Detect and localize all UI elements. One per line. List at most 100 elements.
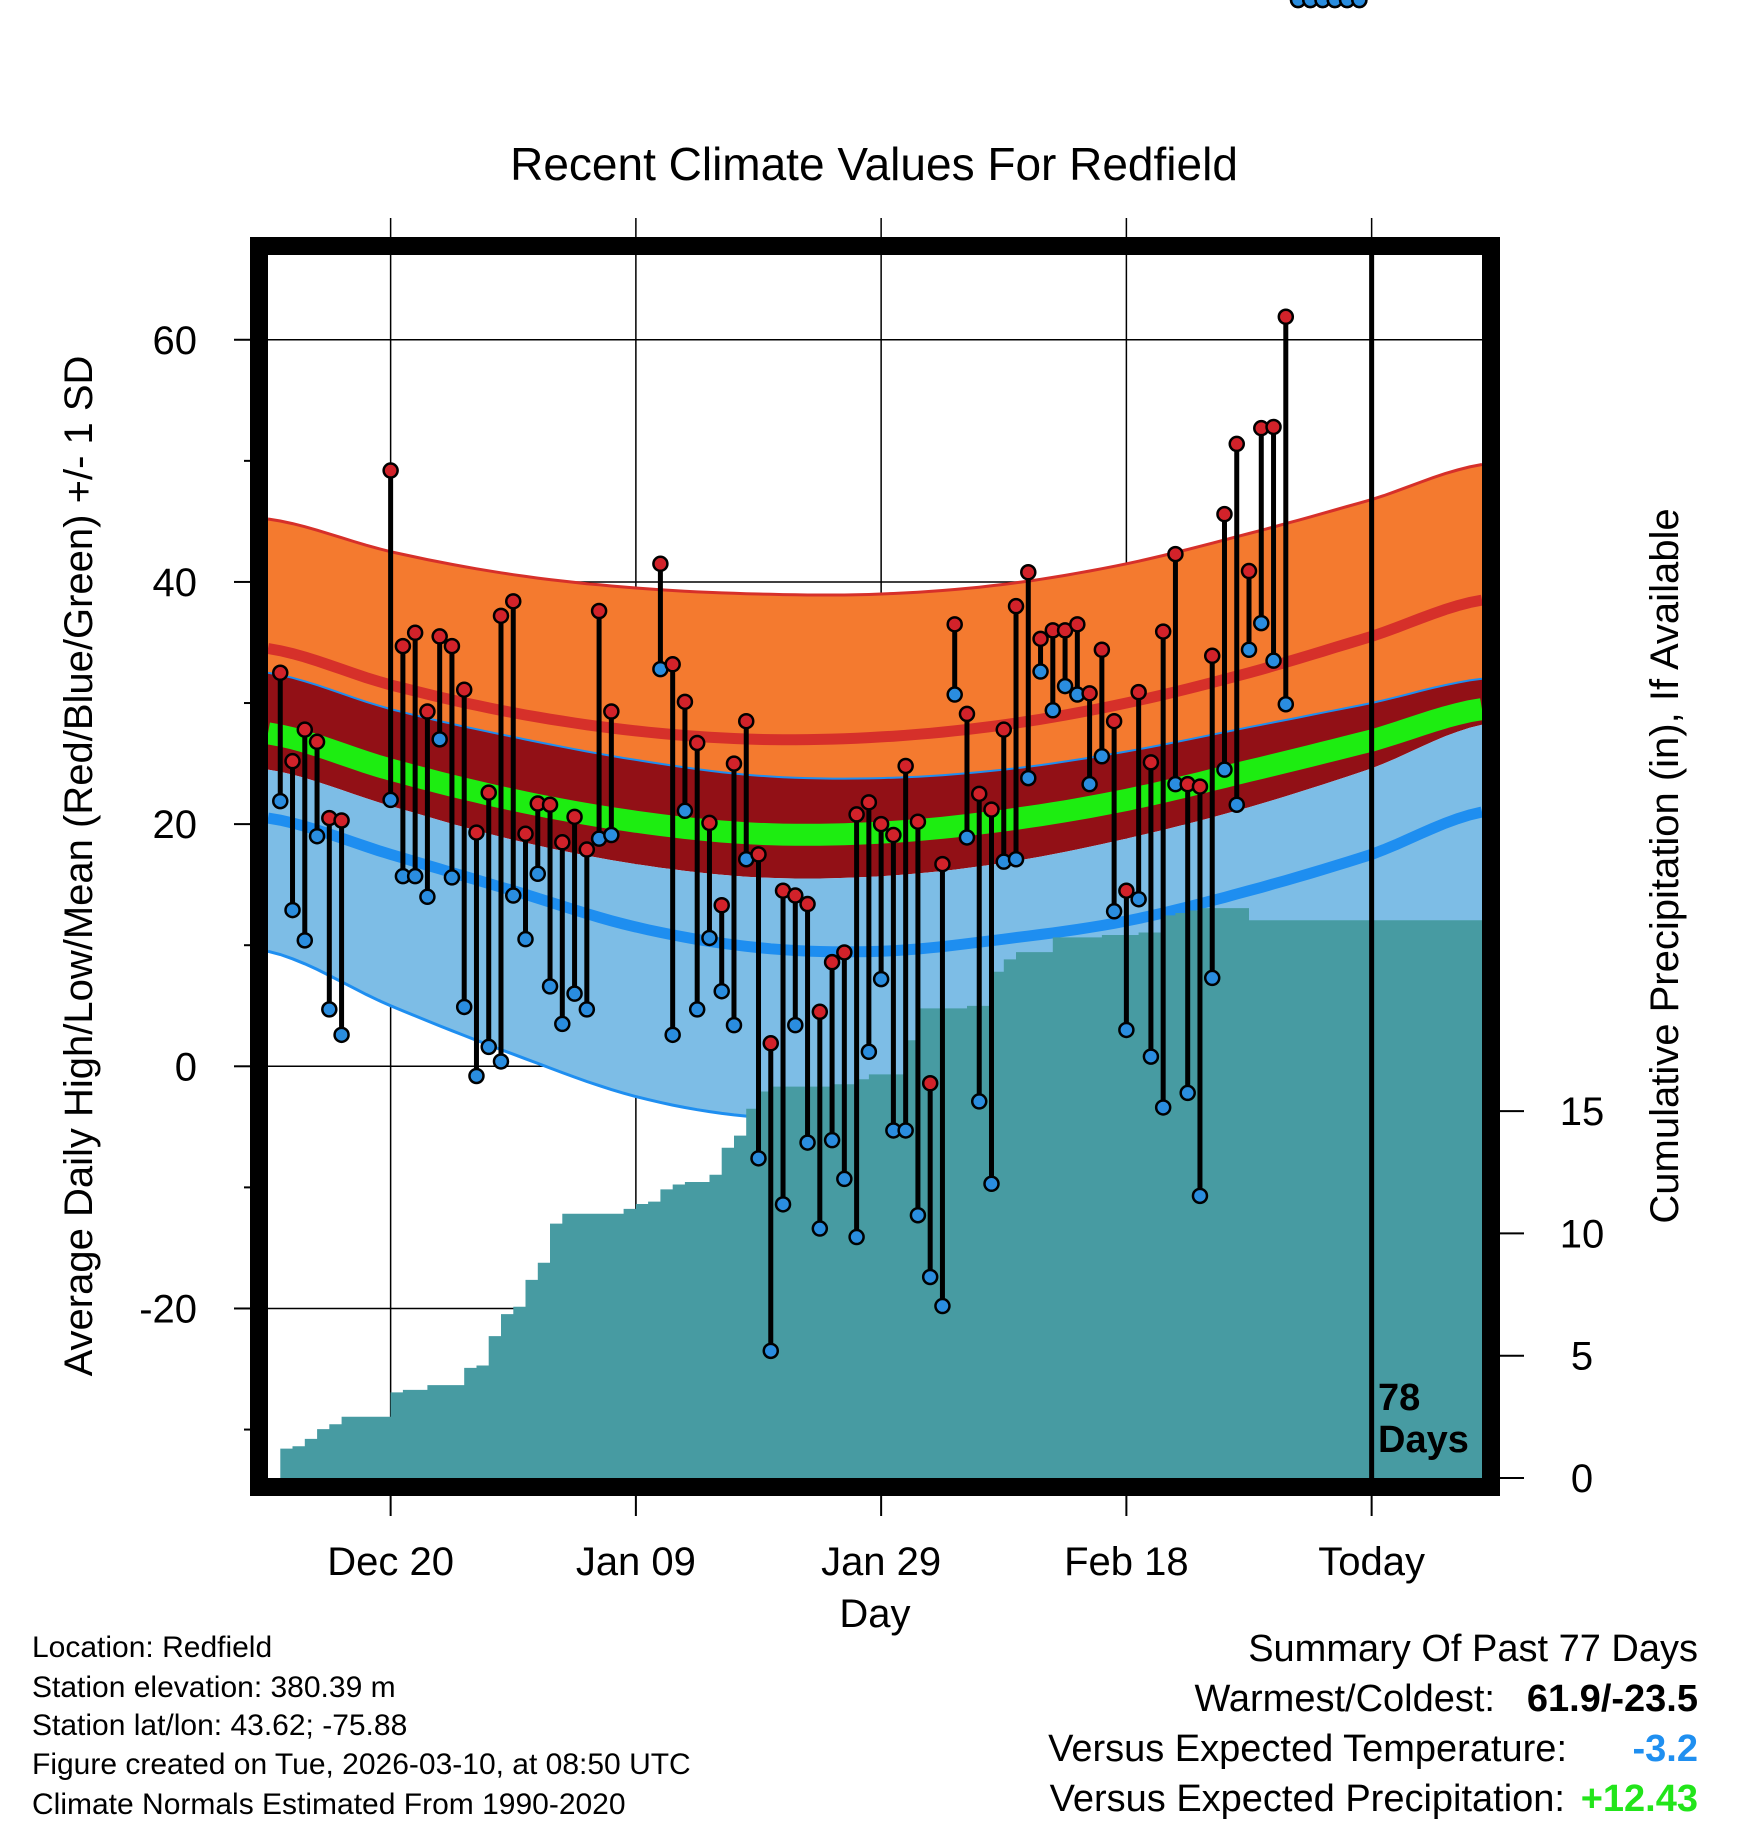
day-temp — [603, 703, 620, 844]
day-high-point — [419, 703, 436, 720]
day-high-point — [1277, 308, 1295, 326]
day-low-point — [872, 970, 890, 988]
day-temp — [529, 795, 547, 883]
day-temp — [885, 826, 902, 1139]
day-temp — [762, 1035, 780, 1360]
day-low-point — [970, 1093, 988, 1110]
day-temp — [554, 834, 571, 1033]
day-low-point — [517, 930, 534, 948]
day-temp — [1130, 683, 1147, 908]
day-high-point — [566, 808, 583, 826]
day-temp — [1032, 630, 1049, 680]
day-high-point — [750, 846, 767, 863]
day-temp — [934, 855, 951, 1315]
day-temp — [995, 721, 1013, 870]
day-low-point — [1314, 0, 1331, 9]
day-temp — [1228, 435, 1245, 813]
day-temp — [492, 607, 510, 1070]
y-left-tick-label: 40 — [153, 561, 198, 605]
day-high-point — [431, 628, 448, 645]
summary-temp-value: -3.2 — [1633, 1728, 1698, 1770]
day-low-point — [554, 1015, 571, 1033]
normal-mean-line — [266, 698, 1484, 846]
y-left-tick-label: 20 — [153, 803, 198, 847]
day-low-point — [296, 932, 314, 949]
day-low-point — [676, 802, 694, 820]
day-high-point — [517, 825, 534, 843]
day-temp — [774, 882, 792, 1213]
y-right-tick-label: 0 — [1571, 1457, 1593, 1501]
day-high-point — [333, 812, 350, 829]
day-high-point — [382, 462, 399, 479]
day-low-point — [578, 1001, 596, 1018]
day-temp — [750, 846, 767, 1167]
day-temp — [652, 555, 669, 678]
day-high-point — [921, 1074, 939, 1092]
summary-warm-cold-label: Warmest/Coldest: — [1194, 1678, 1495, 1720]
day-high-point — [688, 734, 706, 752]
day-temp — [872, 815, 890, 988]
day-high-point — [713, 896, 730, 914]
day-low-point — [419, 888, 436, 906]
x-tick-label: Feb 18 — [1064, 1540, 1189, 1584]
day-low-point — [1216, 761, 1233, 778]
day-high-point — [909, 813, 927, 830]
day-temp — [860, 794, 878, 1061]
plot-area — [266, 0, 1495, 1478]
day-temp — [836, 944, 853, 1188]
day-high-point — [787, 887, 804, 904]
day-temp — [970, 785, 988, 1110]
day-low-point — [455, 998, 473, 1016]
day-high-point — [1093, 641, 1111, 659]
day-high-point — [468, 824, 485, 841]
day-low-point — [762, 1342, 780, 1360]
day-high-point — [308, 733, 326, 751]
day-high-point — [284, 752, 301, 770]
day-low-point — [333, 1026, 350, 1044]
day-high-point — [836, 944, 853, 961]
day-low-point — [321, 1001, 338, 1018]
day-high-point — [603, 703, 620, 720]
day-temp — [921, 1074, 939, 1286]
day-temp — [443, 637, 461, 886]
day-temp — [1142, 754, 1160, 1065]
day-high-point — [590, 602, 608, 620]
day-high-point — [1142, 754, 1160, 771]
day-low-point — [603, 826, 620, 844]
day-high-point — [1240, 562, 1258, 580]
day-low-point — [566, 985, 583, 1002]
day-high-point — [811, 1003, 829, 1021]
day-high-point — [934, 855, 951, 873]
today-marker-label-line1: 78 — [1378, 1377, 1420, 1419]
summary-precip-label: Versus Expected Precipitation: — [1050, 1778, 1565, 1820]
day-low-point — [799, 1134, 816, 1151]
day-high-point — [1191, 778, 1209, 795]
day-temp — [541, 796, 559, 995]
day-temp — [983, 801, 1000, 1193]
day-low-point — [934, 1297, 951, 1315]
x-tick-label: Today — [1318, 1540, 1425, 1584]
day-low-point — [468, 1067, 485, 1085]
day-temp — [664, 656, 681, 1044]
day-high-point — [885, 826, 902, 844]
day-high-point — [725, 755, 743, 772]
day-low-point — [1081, 775, 1098, 793]
x-axis-label: Day — [839, 1592, 910, 1636]
day-temp — [1326, 0, 1344, 9]
day-low-point — [1093, 748, 1111, 765]
summary-box: Summary Of Past 77 Days Warmest/Coldest:… — [1048, 1628, 1698, 1820]
day-temp — [1253, 419, 1270, 632]
day-temp — [272, 664, 289, 810]
day-high-point — [406, 624, 424, 642]
chart-title: Recent Climate Values For Redfield — [510, 138, 1238, 190]
day-low-point — [946, 686, 963, 703]
day-temp — [787, 887, 804, 1034]
y-left-tick-label: -20 — [139, 1287, 197, 1331]
day-temp — [566, 808, 583, 1002]
day-high-point — [1228, 435, 1245, 453]
day-temp — [958, 705, 976, 846]
precip-layer — [280, 908, 1495, 1478]
day-low-point — [1240, 641, 1258, 659]
mean-sd-band — [268, 672, 1482, 879]
